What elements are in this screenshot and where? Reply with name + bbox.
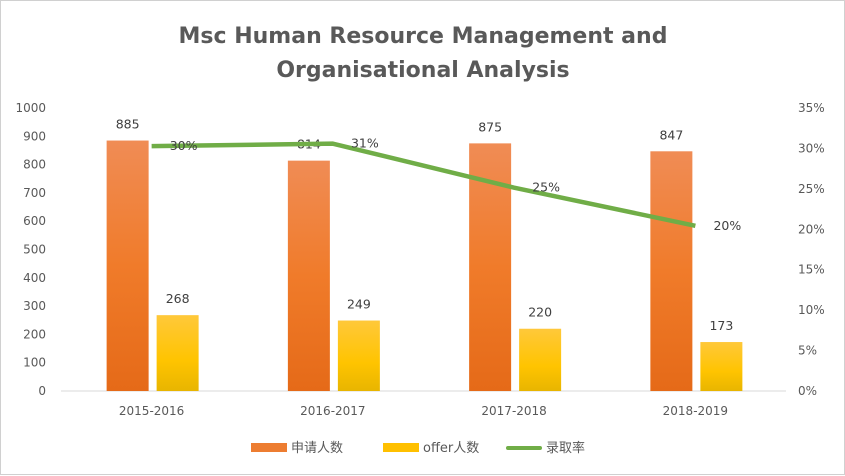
chart-title-line-2: Organisational Analysis [276, 58, 569, 83]
right-axis-tick-label: 0% [798, 384, 817, 398]
data-label-acceptance-rate: 31% [351, 136, 379, 151]
category-label: 2016-2017 [300, 404, 365, 418]
left-axis-tick-label: 100 [23, 356, 46, 370]
legend-swatch-line [506, 446, 542, 450]
bar-applicants [650, 151, 693, 391]
right-axis-tick-label: 25% [798, 182, 825, 196]
right-axis-tick-label: 30% [798, 141, 825, 155]
legend-swatch-bar [251, 443, 287, 452]
data-label-acceptance-rate: 30% [170, 138, 198, 153]
legend-label: 申请人数 [291, 441, 343, 456]
legend-label: 录取率 [546, 440, 585, 456]
left-axis-tick-label: 800 [23, 158, 46, 172]
data-label-offers: 249 [347, 297, 371, 312]
left-axis-tick-label: 400 [23, 271, 46, 285]
category-label: 2018-2019 [663, 404, 728, 418]
legend-swatch-bar [383, 443, 419, 452]
bar-offers [156, 315, 199, 391]
bar-applicants [287, 160, 330, 391]
right-axis-tick-label: 20% [798, 222, 825, 236]
bar-offers [519, 328, 562, 391]
category-label: 2015-2016 [119, 404, 184, 418]
category-label: 2017-2018 [481, 404, 546, 418]
right-axis-tick-label: 15% [798, 263, 825, 277]
chart-title-line-1: Msc Human Resource Management and [179, 24, 668, 49]
line-acceptance-rate [151, 141, 696, 229]
data-label-acceptance-rate: 25% [532, 180, 560, 195]
left-axis-tick-label: 600 [23, 214, 46, 228]
left-axis-tick-label: 300 [23, 299, 46, 313]
bar-offers [337, 320, 380, 391]
left-axis-tick-label: 1000 [15, 101, 46, 115]
bar-offers [700, 342, 743, 391]
left-axis-tick-label: 500 [23, 243, 46, 257]
data-label-offers: 220 [528, 305, 552, 320]
data-label-applicants: 885 [116, 117, 140, 132]
data-label-applicants: 875 [478, 119, 502, 134]
right-axis-tick-label: 35% [798, 101, 825, 115]
left-axis-tick-label: 200 [23, 327, 46, 341]
data-label-acceptance-rate: 20% [713, 218, 741, 233]
bar-applicants [106, 140, 149, 391]
right-axis-tick-label: 10% [798, 303, 825, 317]
left-axis-tick-label: 700 [23, 186, 46, 200]
data-label-offers: 268 [166, 291, 190, 306]
left-axis-tick-label: 900 [23, 129, 46, 143]
data-label-applicants: 847 [659, 127, 683, 142]
legend-label: offer人数 [423, 441, 479, 456]
right-axis-tick-label: 5% [798, 344, 817, 358]
left-axis-tick-label: 0 [38, 384, 46, 398]
data-label-offers: 173 [709, 318, 733, 333]
